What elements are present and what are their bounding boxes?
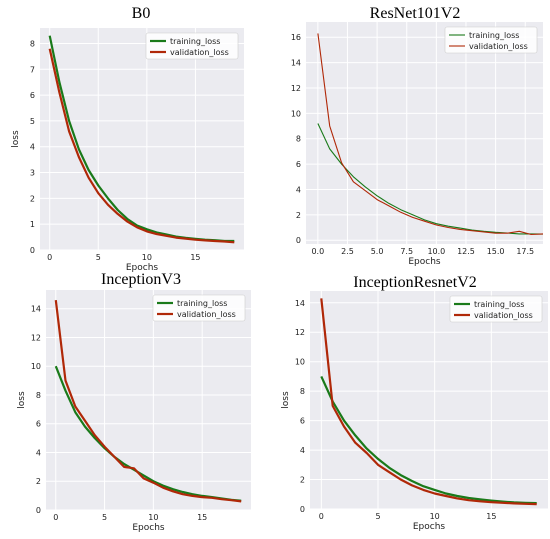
- chart-3-ytick-label: 10: [295, 358, 305, 367]
- chart-1-xtick-label: 12.5: [457, 247, 475, 256]
- chart-2-ytick-label: 2: [36, 477, 41, 486]
- chart-3-ytick-label: 12: [295, 328, 305, 337]
- chart-3-series-training-loss: [320, 375, 537, 505]
- chart-3-xlabel: Epochs: [413, 522, 446, 532]
- chart-1-ytick-label: 14: [291, 59, 301, 68]
- chart-1-xtick-label: 7.5: [400, 247, 413, 256]
- chart-b0: B0 0 5 10 15 0 1 2 3 4 5 6 7 8 Epochs loss training_loss…: [11, 5, 244, 273]
- chart-3-legend-label-validation-loss: validation_loss: [474, 311, 533, 320]
- chart-0-series-validation-loss: [48, 48, 235, 244]
- chart-1-xtick-label: 17.5: [516, 247, 534, 256]
- chart-2-ytick-label: 14: [31, 305, 41, 314]
- chart-2-ytick-label: 4: [36, 448, 41, 457]
- chart-1-plot-area: [306, 22, 543, 244]
- chart-0-title: B0: [132, 5, 151, 22]
- chart-1-legend-label-training-loss: training_loss: [469, 31, 519, 40]
- chart-2-series-validation-loss: [54, 299, 242, 503]
- chart-1-legend: [444, 26, 538, 54]
- chart-1-ytick-label: 4: [296, 185, 301, 194]
- chart-1-xtick-label: 0.0: [311, 247, 324, 256]
- chart-2-ytick-label: 8: [36, 391, 41, 400]
- chart-3-legend: [449, 295, 543, 323]
- chart-1-ytick-label: 8: [296, 135, 301, 144]
- chart-0-legend: [145, 32, 239, 60]
- chart-3-ylabel: loss: [281, 391, 291, 409]
- chart-2-xtick-label: 5: [102, 513, 107, 522]
- chart-1-xlabel: Epochs: [408, 257, 441, 267]
- chart-inceptionv3: InceptionV3 0 5 10 15 0 2 4 6 8 10 12 14 Epochs loss tr…: [17, 271, 251, 533]
- chart-0-ytick-label: 3: [30, 169, 35, 178]
- chart-2-legend: [152, 294, 246, 322]
- chart-3-xtick-label: 15: [486, 512, 496, 521]
- chart-1-ytick-label: 0: [296, 236, 301, 245]
- chart-3-xtick-label: 10: [430, 512, 440, 521]
- chart-3-xtick-label: 0: [319, 512, 324, 521]
- chart-2-legend-label-training-loss: training_loss: [177, 299, 227, 308]
- chart-1-ytick-label: 10: [291, 109, 301, 118]
- chart-2-ytick-label: 12: [31, 333, 41, 342]
- chart-0-ytick-label: 6: [30, 91, 35, 100]
- chart-0-ytick-label: 7: [30, 65, 35, 74]
- chart-0-ytick-label: 0: [30, 246, 35, 255]
- chart-1-xtick-label: 5.0: [371, 247, 384, 256]
- chart-0-legend-label-training-loss: training_loss: [170, 37, 220, 46]
- chart-0-ytick-label: 4: [30, 143, 35, 152]
- chart-2-ytick-label: 6: [36, 420, 41, 429]
- chart-3-ytick-label: 6: [300, 417, 305, 426]
- chart-3-legend-label-training-loss: training_loss: [474, 300, 524, 309]
- chart-2-xlabel: Epochs: [132, 523, 165, 533]
- chart-0-ytick-label: 1: [30, 220, 35, 229]
- chart-3-series-validation-loss: [320, 298, 537, 506]
- chart-1-title: ResNet101V2: [370, 5, 461, 22]
- chart-3-ytick-label: 0: [300, 505, 305, 514]
- chart-2-xtick-label: 10: [148, 513, 158, 522]
- chart-1-ytick-label: 6: [296, 160, 301, 169]
- chart-2-title: InceptionV3: [101, 271, 181, 288]
- chart-1-xtick-label: 10.0: [427, 247, 445, 256]
- chart-2-xtick-label: 0: [53, 513, 58, 522]
- chart-0-legend-label-validation-loss: validation_loss: [170, 48, 229, 57]
- chart-3-plot-area: [310, 291, 548, 509]
- chart-0-ytick-label: 5: [30, 117, 35, 126]
- chart-1-ytick-label: 12: [291, 84, 301, 93]
- chart-3-ytick-label: 2: [300, 476, 305, 485]
- chart-2-ylabel: loss: [17, 391, 27, 409]
- chart-2-xtick-label: 15: [197, 513, 207, 522]
- chart-0-xtick-label: 10: [142, 253, 152, 262]
- chart-3-ytick-label: 4: [300, 446, 305, 455]
- chart-0-xtick-label: 0: [47, 253, 52, 262]
- chart-2-legend-label-validation-loss: validation_loss: [177, 310, 236, 319]
- chart-1-legend-label-validation-loss: validation_loss: [469, 42, 528, 51]
- chart-1-series-validation-loss: [317, 33, 544, 236]
- chart-0-xlabel: Epochs: [126, 263, 159, 273]
- chart-2-ytick-label: 10: [31, 362, 41, 371]
- chart-0-plot-area: [40, 28, 244, 250]
- chart-inceptionresnetv2: InceptionResnetV2 0 5 10 15 0 2 4 6 8 10 12 14 Epochs…: [281, 274, 548, 532]
- chart-1-ytick-label: 16: [291, 33, 301, 42]
- chart-2-plot-area: [46, 290, 251, 510]
- chart-1-ytick-label: 2: [296, 211, 301, 220]
- chart-3-xtick-label: 5: [375, 512, 380, 521]
- chart-resnet101v2: ResNet101V2 0.0 2.5 5.0 7.5 10.0 12.5 15.0 17.5 0…: [291, 5, 544, 267]
- chart-1-xtick-label: 15.0: [487, 247, 505, 256]
- chart-0-ytick-label: 2: [30, 194, 35, 203]
- chart-1-xtick-label: 2.5: [341, 247, 354, 256]
- chart-0-xtick-label: 15: [190, 253, 200, 262]
- chart-0-ylabel: loss: [11, 130, 21, 148]
- chart-2-ytick-label: 0: [36, 506, 41, 515]
- chart-0-ytick-label: 8: [30, 39, 35, 48]
- chart-3-title: InceptionResnetV2: [353, 274, 477, 291]
- chart-0-xtick-label: 5: [96, 253, 101, 262]
- chart-3-ytick-label: 8: [300, 387, 305, 396]
- chart-3-ytick-label: 14: [295, 299, 305, 308]
